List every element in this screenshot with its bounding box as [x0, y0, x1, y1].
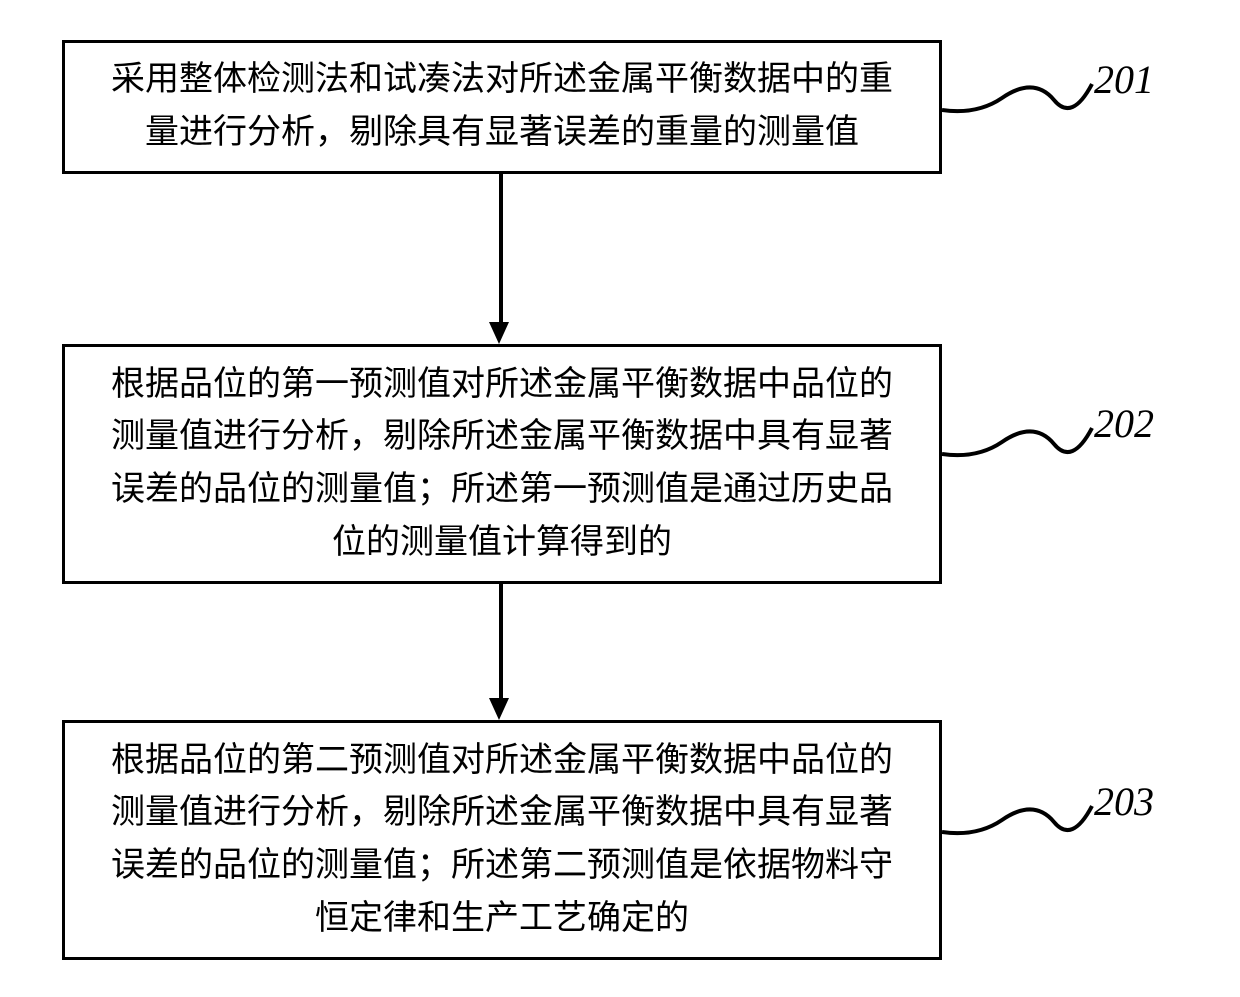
- step-label-202: 202: [1094, 400, 1154, 447]
- flow-box-step2: 根据品位的第一预测值对所述金属平衡数据中品位的测量值进行分析，剔除所述金属平衡数…: [62, 344, 942, 584]
- flow-text-step3: 根据品位的第二预测值对所述金属平衡数据中品位的测量值进行分析，剔除所述金属平衡数…: [95, 735, 909, 946]
- connector-curve-2: [942, 414, 1102, 484]
- step-label-201: 201: [1094, 56, 1154, 103]
- flow-box-step1: 采用整体检测法和试凑法对所述金属平衡数据中的重量进行分析，剔除具有显著误差的重量…: [62, 40, 942, 174]
- connector-curve-3: [942, 792, 1102, 862]
- flow-text-step2: 根据品位的第一预测值对所述金属平衡数据中品位的测量值进行分析，剔除所述金属平衡数…: [95, 359, 909, 570]
- connector-curve-1: [942, 70, 1102, 140]
- step-label-203: 203: [1094, 778, 1154, 825]
- arrow-line-2: [499, 584, 503, 698]
- arrow-line-1: [499, 174, 503, 322]
- flow-box-step3: 根据品位的第二预测值对所述金属平衡数据中品位的测量值进行分析，剔除所述金属平衡数…: [62, 720, 942, 960]
- arrow-head-1: [489, 322, 509, 344]
- flow-text-step1: 采用整体检测法和试凑法对所述金属平衡数据中的重量进行分析，剔除具有显著误差的重量…: [95, 54, 909, 159]
- arrow-head-2: [489, 698, 509, 720]
